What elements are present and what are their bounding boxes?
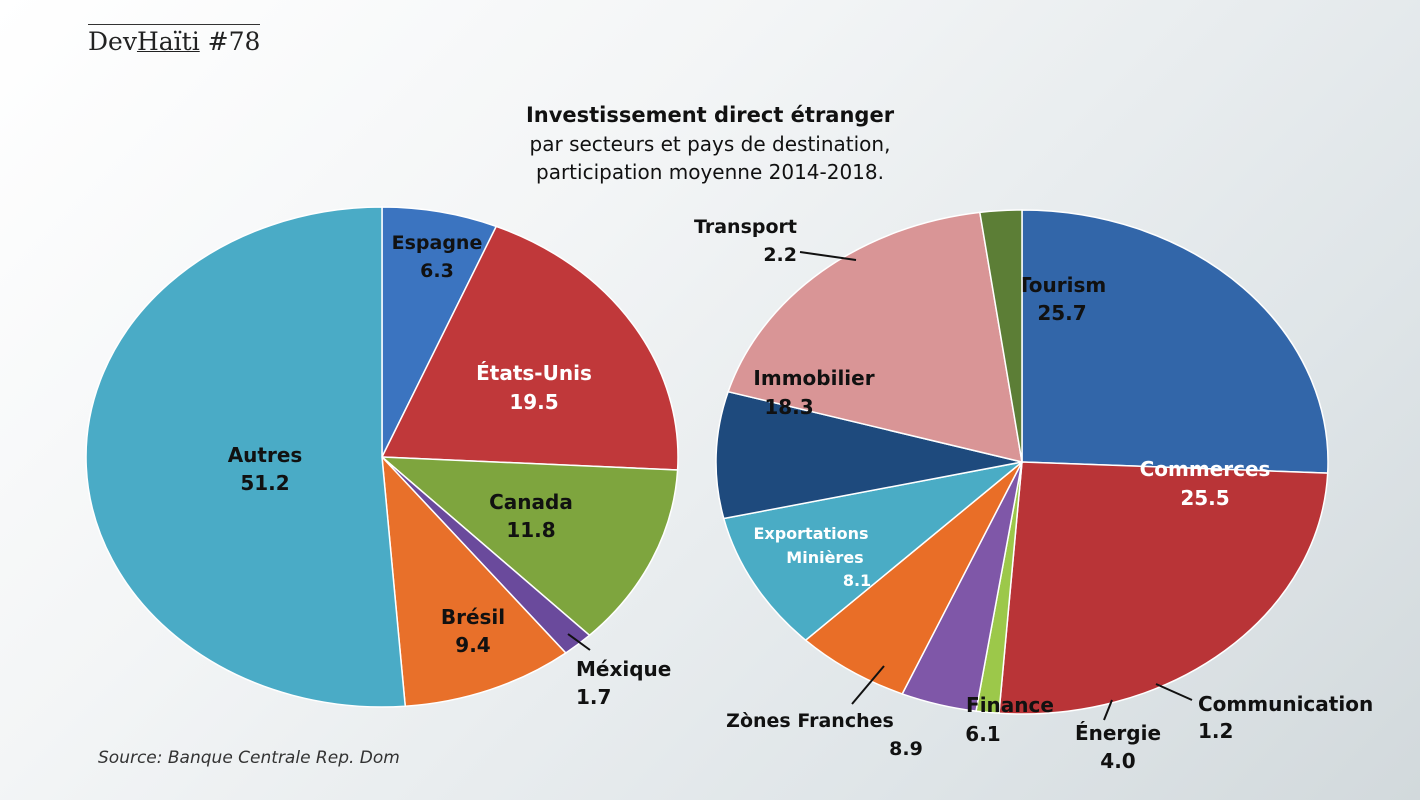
slice-label-autres: Autres [228,443,303,467]
slice-label-exportations-minieres-line-1: Exportations [753,524,868,543]
slice-label-espagne: Espagne [392,232,483,254]
pie-slice-bresil [381,454,567,708]
pie-slice-transport [978,209,1023,463]
slice-value-tourism: 25.7 [1037,301,1086,325]
slice-value-transport: 2.2 [763,244,797,266]
slice-label-bresil: Brésil [441,605,505,629]
slice-label-communication: Communication [1198,692,1373,716]
slice-label-commerces: Commerces [1140,457,1271,481]
slice-label-energie: Énergie [1075,721,1161,745]
slice-value-etats-unis: 19.5 [509,390,558,414]
pie-chart-countries: Espagne 6.3 États-Unis 19.5 Canada 11.8 Méxiqu… [85,206,679,709]
slice-label-zones-franches: Zònes Franches [726,710,894,732]
slice-label-finance: Finance [966,693,1054,717]
slice-value-canada: 11.8 [506,518,555,542]
slice-label-canada: Canada [489,490,573,514]
slice-value-immobilier: 18.3 [764,395,813,419]
leader-line-communication [1155,683,1193,701]
slice-value-exportations-minieres: 8.1 [843,571,871,590]
slice-value-energie: 4.0 [1100,749,1135,773]
slice-label-exportations-minieres-line-2: Minières [786,548,863,567]
leader-line-transport [799,251,857,261]
pie-slice-autres [85,206,407,708]
chart-title-block: Investissement direct étranger par secte… [0,100,1420,186]
slice-value-zones-franches: 8.9 [889,738,923,760]
slice-label-mexique: Méxique [576,657,671,681]
pie-slice-tourism [1021,209,1329,474]
leader-line-mexique [567,633,591,651]
slice-value-commerces: 25.5 [1180,486,1229,510]
chart-title: Investissement direct étranger [525,103,895,127]
pie-slice-commerces [998,461,1329,715]
pie-slice-etats-unis [380,225,679,471]
brand-haiti: Haïti [136,27,200,56]
leader-line-energie [1103,699,1113,721]
pie-slice-immobilier [727,211,1023,463]
slice-label-etats-unis: États-Unis [476,361,592,385]
slice-label-transport: Transport [694,216,797,238]
slice-value-mexique: 1.7 [576,685,611,709]
pie-slice-exportations-minieres [715,390,1023,520]
pie-slice-canada [379,456,679,637]
pie-slice-zones-franches [722,461,1023,642]
chart-subtitle-line-2: participation moyenne 2014-2018. [536,160,884,184]
pie-slice-finance [804,461,1023,695]
leader-line-zones-franches [851,665,885,705]
pie-slice-espagne [381,206,498,458]
brand-issue: #78 [207,27,261,56]
slice-value-communication: 1.2 [1198,719,1233,743]
slice-value-espagne: 6.3 [420,260,454,282]
slice-label-immobilier: Immobilier [753,366,874,390]
brand-dev: Dev [88,27,137,56]
slice-label-tourism: Tourism [1018,273,1106,297]
slice-value-finance: 6.1 [965,722,1000,746]
source-note: Source: Banque Centrale Rep. Dom [98,748,400,768]
pie-chart-sectors: Tourism 25.7 Commerces 25.5 Communication 1.2… [694,209,1373,773]
slice-value-bresil: 9.4 [455,633,490,657]
brand-logo: DevHaïti #78 [88,24,261,56]
slice-value-autres: 51.2 [240,471,289,495]
chart-subtitle-line-1: par secteurs et pays de destination, [529,132,891,156]
